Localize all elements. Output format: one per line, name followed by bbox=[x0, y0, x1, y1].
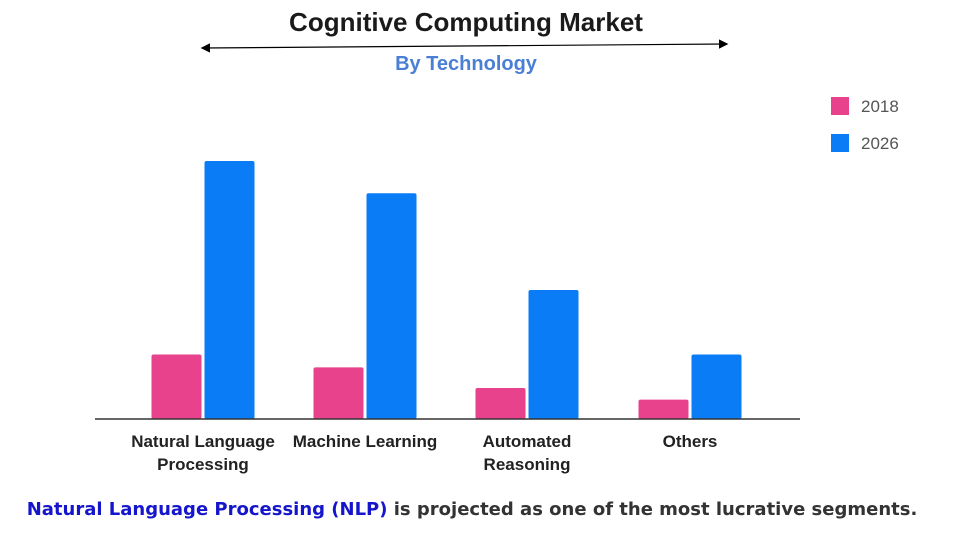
category-label-4-line-1: Others bbox=[663, 432, 718, 451]
bar-2018-3 bbox=[475, 388, 526, 419]
legend-swatch-2026 bbox=[831, 134, 849, 152]
category-label-1-line-1: Natural Language bbox=[131, 432, 275, 451]
category-label-3-line-1: Automated bbox=[483, 432, 572, 451]
footer-highlight: Natural Language Processing (NLP) bbox=[26, 499, 388, 520]
bar-2018-1 bbox=[151, 354, 202, 419]
bar-2018-2 bbox=[313, 367, 364, 419]
legend-label-2026: 2026 bbox=[861, 134, 899, 153]
title-arrow bbox=[200, 39, 729, 53]
legend-label-2018: 2018 bbox=[861, 97, 899, 116]
bars-group bbox=[151, 161, 742, 419]
bar-2018-4 bbox=[638, 399, 689, 419]
category-label-1-line-2: Processing bbox=[157, 455, 249, 474]
bar-2026-3 bbox=[528, 290, 579, 419]
bar-2026-1 bbox=[204, 161, 255, 419]
category-labels: Natural Language Processing Machine Learni… bbox=[131, 432, 717, 474]
chart-subtitle: By Technology bbox=[395, 53, 538, 75]
legend-swatch-2018 bbox=[831, 97, 849, 115]
category-label-3-line-2: Reasoning bbox=[484, 455, 571, 474]
footer-caption: Natural Language Processing (NLP) is pro… bbox=[0, 499, 944, 520]
bar-2026-4 bbox=[691, 354, 742, 419]
footer-text: is projected as one of the most lucrativ… bbox=[387, 499, 918, 520]
category-label-2-line-1: Machine Learning bbox=[293, 432, 438, 451]
legend: 2018 2026 bbox=[831, 97, 899, 153]
bar-2026-2 bbox=[366, 193, 417, 419]
chart-title: Cognitive Computing Market bbox=[289, 7, 643, 37]
